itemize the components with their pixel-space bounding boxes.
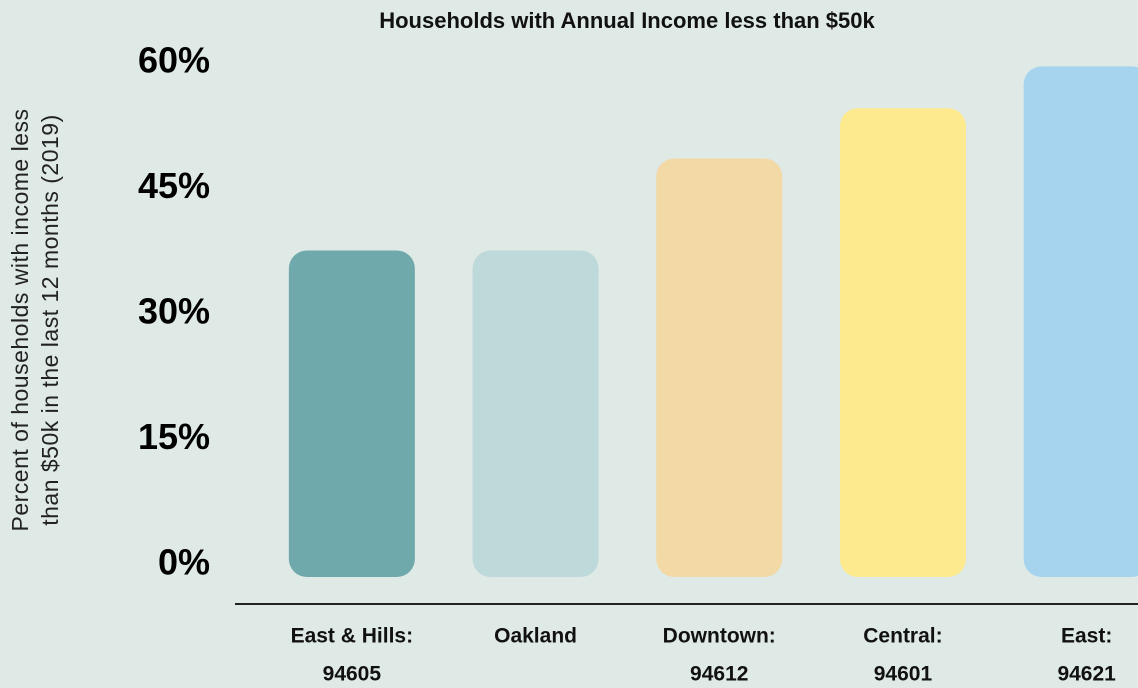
y-axis-label: Percent of households with income less (7, 109, 33, 532)
bar (839, 108, 966, 578)
y-tick-label: 60% (138, 39, 210, 80)
x-tick-label: Downtown: (663, 625, 776, 648)
x-tick-label: East & Hills: (291, 625, 414, 648)
x-tick-label: Oakland (494, 625, 577, 648)
bar (656, 158, 783, 578)
bar (288, 250, 415, 577)
y-axis-label: than $50k in the last 12 months (2019) (37, 114, 63, 526)
y-tick-label: 0% (158, 542, 210, 583)
x-tick-label: Central: (863, 625, 942, 648)
bar (1023, 66, 1138, 577)
x-tick-label: 94612 (690, 663, 748, 686)
x-tick-label: East: (1061, 625, 1112, 648)
x-tick-label: 94601 (874, 663, 933, 686)
y-tick-label: 15% (138, 416, 210, 457)
x-tick-label: 94621 (1057, 663, 1116, 686)
chart-title: Households with Annual Income less than … (379, 8, 875, 33)
x-tick-label: 94605 (323, 663, 382, 686)
y-tick-label: 45% (138, 165, 210, 206)
bar (472, 250, 599, 577)
y-tick-label: 30% (138, 290, 210, 331)
